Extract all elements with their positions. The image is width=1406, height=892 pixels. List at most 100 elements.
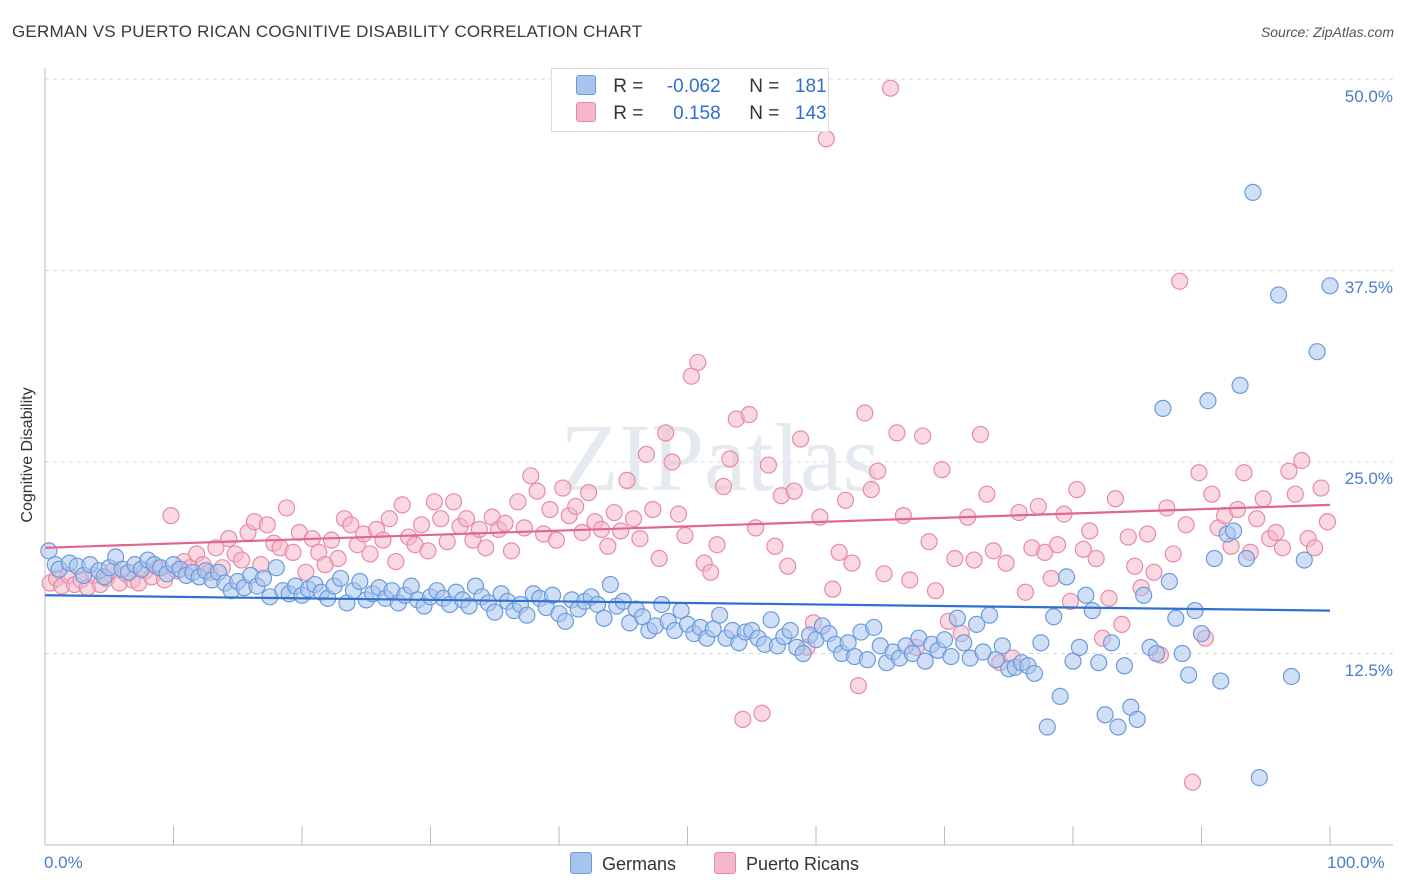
point-germans bbox=[1057, 568, 1076, 586]
point-germans bbox=[633, 608, 652, 626]
legend-r-value: 0.158 bbox=[673, 103, 721, 124]
point-puerto-ricans bbox=[496, 514, 514, 532]
point-puerto-ricans bbox=[1106, 490, 1125, 508]
point-puerto-ricans bbox=[1203, 485, 1221, 503]
point-germans bbox=[1212, 672, 1230, 690]
point-puerto-ricans bbox=[740, 405, 758, 424]
point-puerto-ricans bbox=[1248, 510, 1266, 528]
trend-line-germans bbox=[44, 594, 1331, 612]
point-puerto-ricans bbox=[1254, 490, 1272, 508]
point-germans bbox=[1225, 522, 1243, 540]
point-germans bbox=[865, 618, 883, 637]
point-germans bbox=[653, 595, 671, 614]
bottom-legend-germans: Germans bbox=[570, 852, 676, 875]
point-puerto-ricans bbox=[329, 549, 347, 568]
point-puerto-ricans bbox=[1312, 479, 1330, 497]
point-germans bbox=[595, 609, 613, 627]
point-puerto-ricans bbox=[1280, 462, 1298, 480]
point-puerto-ricans bbox=[759, 456, 778, 474]
point-puerto-ricans bbox=[747, 519, 765, 537]
point-puerto-ricans bbox=[965, 551, 983, 569]
point-germans bbox=[543, 586, 562, 604]
point-germans bbox=[1282, 667, 1301, 686]
point-germans bbox=[1064, 652, 1082, 670]
point-germans bbox=[1032, 634, 1050, 652]
point-germans bbox=[980, 606, 999, 624]
legend-n-value: 143 bbox=[794, 103, 827, 124]
point-germans bbox=[1109, 718, 1127, 736]
point-puerto-ricans bbox=[528, 482, 546, 500]
point-puerto-ricans bbox=[682, 367, 700, 385]
point-puerto-ricans bbox=[1029, 497, 1047, 516]
point-puerto-ricans bbox=[1126, 557, 1144, 575]
point-puerto-ricans bbox=[669, 505, 688, 523]
point-germans bbox=[1295, 551, 1313, 569]
point-puerto-ricans bbox=[419, 542, 437, 560]
point-puerto-ricans bbox=[888, 424, 906, 442]
point-puerto-ricans bbox=[412, 516, 431, 534]
point-germans bbox=[1128, 710, 1146, 728]
point-puerto-ricans bbox=[233, 551, 251, 569]
point-germans bbox=[331, 569, 350, 588]
point-puerto-ricans bbox=[361, 545, 379, 563]
point-puerto-ricans bbox=[753, 704, 771, 722]
point-puerto-ricans bbox=[284, 543, 302, 561]
point-puerto-ricans bbox=[702, 563, 720, 581]
point-germans bbox=[974, 643, 992, 661]
point-puerto-ricans bbox=[277, 499, 296, 517]
legend-n-label: N = bbox=[749, 103, 780, 124]
point-germans bbox=[1186, 602, 1204, 620]
point-puerto-ricans bbox=[650, 549, 668, 568]
point-germans bbox=[1115, 657, 1134, 675]
legend-n-value: 181 bbox=[794, 76, 827, 97]
point-puerto-ricans bbox=[618, 471, 636, 489]
point-puerto-ricans bbox=[644, 500, 662, 519]
axes bbox=[44, 68, 1393, 846]
point-puerto-ricans bbox=[1286, 485, 1304, 503]
point-puerto-ricans bbox=[1171, 272, 1189, 290]
point-puerto-ricans bbox=[1087, 549, 1105, 568]
point-puerto-ricans bbox=[297, 563, 315, 581]
point-puerto-ricans bbox=[374, 531, 392, 549]
point-germans bbox=[987, 651, 1005, 669]
point-germans bbox=[1135, 586, 1153, 604]
series-germans bbox=[40, 183, 1339, 787]
point-puerto-ricans bbox=[1190, 464, 1208, 482]
point-puerto-ricans bbox=[579, 484, 598, 502]
y-tick-label: 12.5% bbox=[1344, 661, 1393, 680]
point-puerto-ricans bbox=[1010, 503, 1028, 522]
point-puerto-ricans bbox=[663, 453, 681, 471]
point-puerto-ricans bbox=[689, 353, 707, 372]
point-puerto-ricans bbox=[1113, 615, 1131, 633]
x-tick-label-max: 100.0% bbox=[1327, 853, 1385, 872]
point-germans bbox=[460, 597, 478, 615]
point-puerto-ricans bbox=[432, 510, 450, 528]
bottom-legend-label: Puerto Ricans bbox=[746, 854, 860, 874]
point-puerto-ricans bbox=[926, 582, 945, 600]
x-tick-label-min: 0.0% bbox=[44, 853, 83, 872]
point-puerto-ricans bbox=[894, 507, 912, 525]
point-germans bbox=[1180, 666, 1198, 684]
correlation-legend: R = -0.062 N = 181 R = 0.158 N = 143 bbox=[551, 68, 829, 132]
point-puerto-ricans bbox=[470, 520, 488, 539]
point-puerto-ricans bbox=[984, 542, 1002, 560]
point-puerto-ricans bbox=[599, 537, 617, 555]
point-puerto-ricans bbox=[631, 529, 649, 548]
watermark: ZIPatlas bbox=[560, 404, 880, 511]
point-puerto-ricans bbox=[791, 430, 810, 448]
series-puerto-ricans bbox=[41, 79, 1337, 791]
point-puerto-ricans bbox=[849, 677, 868, 695]
point-germans bbox=[1250, 768, 1268, 787]
point-puerto-ricans bbox=[971, 425, 990, 444]
point-puerto-ricans bbox=[1016, 583, 1035, 601]
point-germans bbox=[1321, 277, 1339, 295]
point-germans bbox=[935, 631, 954, 649]
point-germans bbox=[1077, 586, 1095, 604]
point-germans bbox=[1083, 602, 1101, 620]
point-puerto-ricans bbox=[1081, 522, 1099, 540]
point-puerto-ricans bbox=[1042, 569, 1060, 588]
point-puerto-ricans bbox=[676, 526, 694, 545]
point-puerto-ricans bbox=[1061, 592, 1080, 611]
point-puerto-ricans bbox=[1183, 773, 1202, 791]
